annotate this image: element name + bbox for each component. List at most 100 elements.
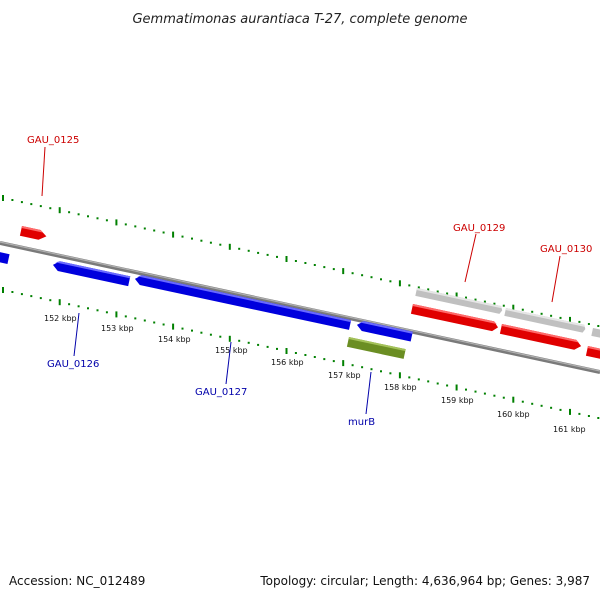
major-tick [512,304,515,311]
minor-tick [587,323,590,325]
minor-tick [276,255,278,258]
accession-text: Accession: NC_012489 [9,574,146,588]
minor-tick [493,394,496,397]
gene-gau-0126-arrow[interactable] [52,260,131,287]
gene-gau-0125-arrow[interactable] [19,226,48,241]
gene-label-gau-0127[interactable]: GAU_0127 [195,387,247,398]
major-tick [115,311,118,318]
major-tick [455,384,458,391]
gene-gau-0124-arrow[interactable] [0,250,10,264]
minor-tick [502,396,505,399]
minor-tick [181,327,184,330]
kbp-label: 160 kbp [497,410,530,419]
minor-tick [465,388,467,391]
minor-tick [20,201,23,204]
minor-tick [370,368,373,371]
minor-tick [143,319,146,322]
minor-tick [427,380,430,383]
minor-tick [68,303,71,306]
minor-tick [134,225,137,228]
major-tick [285,256,288,262]
gene-label-gau-0129[interactable]: GAU_0129 [453,223,505,234]
kbp-label: 158 kbp [384,383,417,392]
minor-tick [380,278,382,281]
minor-tick [257,343,260,346]
major-tick [398,372,401,379]
minor-tick [219,243,222,246]
minor-tick [408,376,411,379]
kbp-label: 155 kbp [215,346,248,355]
kbp-label: 156 kbp [271,358,304,367]
kbp-label: 161 kbp [553,425,586,434]
minor-tick [578,412,581,415]
minor-tick [49,299,52,302]
minor-tick [408,284,411,287]
minor-tick [49,207,52,210]
gene-label-gau-0125[interactable]: GAU_0125 [27,135,79,146]
minor-tick [96,309,99,312]
minor-tick [597,325,600,327]
gene-murb-arrow[interactable] [346,337,406,359]
minor-tick [361,366,364,369]
minor-tick [209,241,212,244]
gene-gau-0129-arrow[interactable] [410,304,499,332]
kbp-label: 157 kbp [328,371,361,380]
minor-tick [304,262,307,264]
minor-tick [559,316,562,319]
minor-tick [238,339,241,342]
gene-gau-0130-pseudo-arrow[interactable] [504,308,586,333]
minor-tick [483,392,486,395]
major-tick [569,316,571,323]
minor-tick [521,308,524,311]
gene-gau-0127-arrow[interactable] [134,274,352,330]
minor-tick [247,341,250,344]
minor-tick [162,231,165,234]
minor-tick [87,215,89,218]
major-tick [2,195,4,201]
gene-label-gau-0130[interactable]: GAU_0130 [540,244,592,255]
gene-gau-0130-arrow[interactable] [499,324,582,351]
major-tick [58,299,61,306]
gene-gau-0129-pseudo-arrow[interactable] [415,288,503,314]
minor-tick [559,408,562,411]
major-tick [342,268,345,275]
minor-tick [417,378,420,381]
minor-tick [370,276,373,279]
minor-tick [597,417,600,419]
minor-tick [134,317,137,320]
reverse-gene-track [0,250,413,359]
minor-tick [323,266,326,269]
gene-gau-0131-pseudo-arrow[interactable] [591,328,600,341]
upper-tick-row [2,195,600,327]
minor-tick [153,229,156,232]
minor-tick [39,205,42,208]
minor-tick [493,302,496,305]
minor-tick [209,333,212,336]
minor-tick [332,360,335,363]
minor-tick [11,199,14,201]
minor-tick [181,235,184,238]
forward-gene-track [19,226,600,360]
minor-tick [380,370,382,373]
minor-tick [30,295,33,298]
minor-tick [68,211,71,214]
map-title: Gemmatimonas aurantiaca T-27, complete g… [132,12,467,27]
gene-gau-0131-arrow[interactable] [585,346,600,360]
gene-gau-0128-arrow[interactable] [356,320,413,342]
minor-tick [417,286,420,289]
major-tick [2,287,4,293]
minor-tick [200,331,203,334]
minor-tick [531,310,534,313]
gene-label-gau-0126[interactable]: GAU_0126 [47,359,99,370]
minor-tick [162,323,165,326]
minor-tick [521,400,524,403]
major-tick [172,323,175,330]
minor-tick [389,280,392,283]
minor-tick [30,203,33,206]
minor-tick [87,307,89,310]
gene-label-murb[interactable]: murB [348,417,375,428]
minor-tick [238,247,241,250]
kbp-label: 152 kbp [44,314,77,323]
major-tick [342,360,345,367]
minor-tick [219,335,222,338]
